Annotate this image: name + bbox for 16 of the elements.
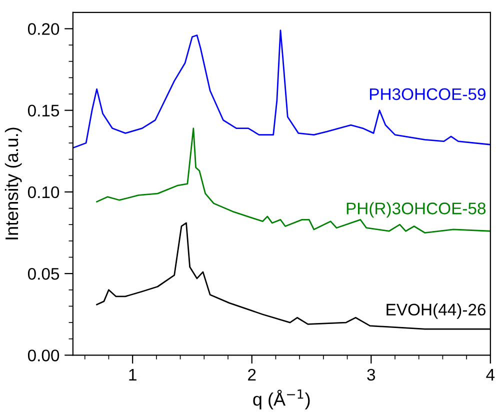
y-tick-label: 0.15 [28,104,60,117]
y-tick-label: 0.20 [28,23,60,35]
line-series [96,128,490,234]
y-axis-title: Intensity (a.u.) [4,128,22,240]
series-label: PH3OHCOE-59 [370,88,486,100]
x-tick-label: 1 [129,368,136,380]
x-axis-title: q (Å$^{−1}$) [253,389,310,410]
series-label: EVOH(44)-26 [386,303,486,319]
line-series [72,30,490,149]
y-tick-label: 0.05 [28,268,60,280]
x-tick-label: 3 [367,368,376,381]
x-tick-label: 2 [248,368,256,380]
y-tick-label: 0.10 [28,186,60,198]
y-tick-label: 0.00 [28,350,60,362]
x-tick-label: 4 [486,368,495,380]
series-label: PH(R)3OHCOE-58 [346,202,486,218]
